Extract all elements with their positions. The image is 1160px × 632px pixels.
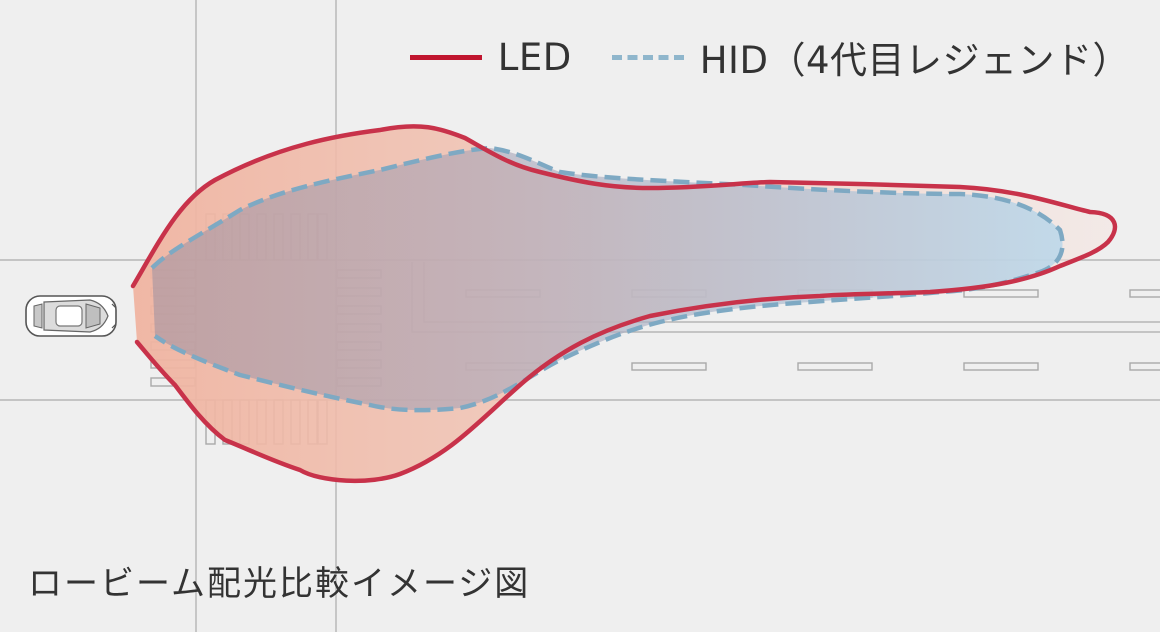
legend-hid-label: HID（4代目レジェンド） (699, 39, 1130, 82)
legend-item-led: LED (409, 35, 572, 79)
legend: LED HID（4代目レジェンド） (409, 30, 1130, 84)
legend-item-hid: HID（4代目レジェンド） (611, 30, 1130, 84)
led-line-swatch (409, 54, 482, 60)
legend-led-label: LED (497, 35, 572, 79)
led-beam-outline-upper (130, 124, 1118, 484)
hid-line-swatch (611, 54, 684, 60)
car-icon (25, 295, 117, 337)
hid-beam-area (152, 148, 1063, 411)
diagram-caption: ロービーム配光比較イメージ図 (28, 564, 531, 604)
